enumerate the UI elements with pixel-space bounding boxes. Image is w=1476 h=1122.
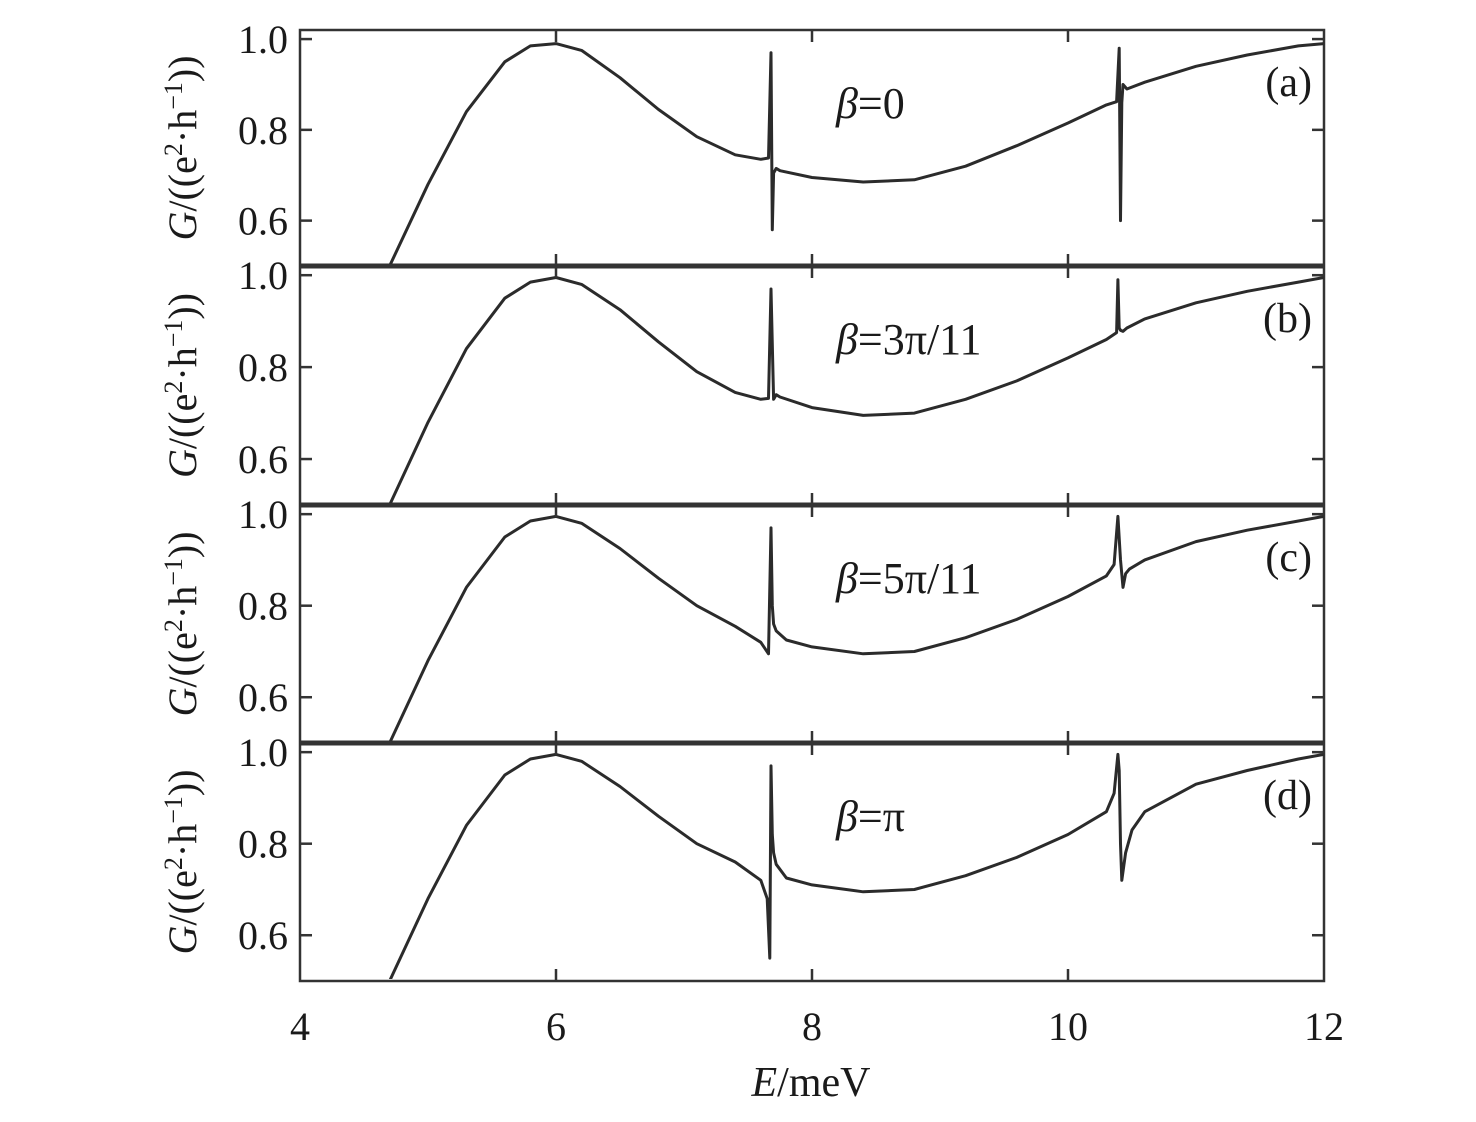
curves bbox=[388, 42, 1324, 979]
panel-label: (a) bbox=[1265, 60, 1312, 106]
x-tick-label: 10 bbox=[1048, 1004, 1088, 1049]
beta-label: β=3π/11 bbox=[835, 315, 982, 364]
x-tick-label: 6 bbox=[546, 1004, 566, 1049]
x-tick-label: 4 bbox=[290, 1004, 310, 1049]
y-axis-label: G/((e2·h−1)) bbox=[159, 293, 205, 478]
panel-label: (c) bbox=[1265, 535, 1312, 581]
y-tick-label: 1.0 bbox=[238, 492, 288, 537]
y-tick-label: 0.8 bbox=[238, 108, 288, 153]
x-tick-label: 12 bbox=[1304, 1004, 1344, 1049]
series-line-c bbox=[388, 514, 1324, 741]
y-tick-label: 0.8 bbox=[238, 822, 288, 867]
y-axis-label: G/((e2·h−1)) bbox=[159, 55, 205, 240]
panel-label: (b) bbox=[1263, 296, 1312, 342]
x-tick-label: 8 bbox=[802, 1004, 822, 1049]
y-tick-label: 1.0 bbox=[238, 253, 288, 298]
beta-label: β=5π/11 bbox=[835, 554, 982, 603]
beta-label: β=π bbox=[835, 792, 905, 841]
beta-label: β=0 bbox=[835, 79, 905, 128]
series-line-b bbox=[388, 276, 1324, 503]
series-line-a bbox=[388, 42, 1324, 264]
y-tick-label: 1.0 bbox=[238, 730, 288, 775]
y-axis-label: G/((e2·h−1)) bbox=[159, 531, 205, 716]
y-tick-label: 0.8 bbox=[238, 584, 288, 629]
y-axis-label: G/((e2·h−1)) bbox=[159, 769, 205, 954]
y-tick-label: 0.6 bbox=[238, 437, 288, 482]
y-tick-label: 0.8 bbox=[238, 345, 288, 390]
y-tick-label: 0.6 bbox=[238, 913, 288, 958]
y-tick-label: 1.0 bbox=[238, 17, 288, 62]
y-tick-label: 0.6 bbox=[238, 675, 288, 720]
labels: 0.6 0.8 1.0 (a) β=0 G/((e2·h−1)) 0.6 0.8 1.0 (b) β… bbox=[159, 17, 1344, 1049]
x-axis-label: E/meV bbox=[751, 1060, 871, 1106]
series-line-d bbox=[388, 752, 1324, 979]
panel-label: (d) bbox=[1263, 773, 1312, 819]
y-tick-label: 0.6 bbox=[238, 199, 288, 244]
tick-marks bbox=[300, 30, 1324, 981]
